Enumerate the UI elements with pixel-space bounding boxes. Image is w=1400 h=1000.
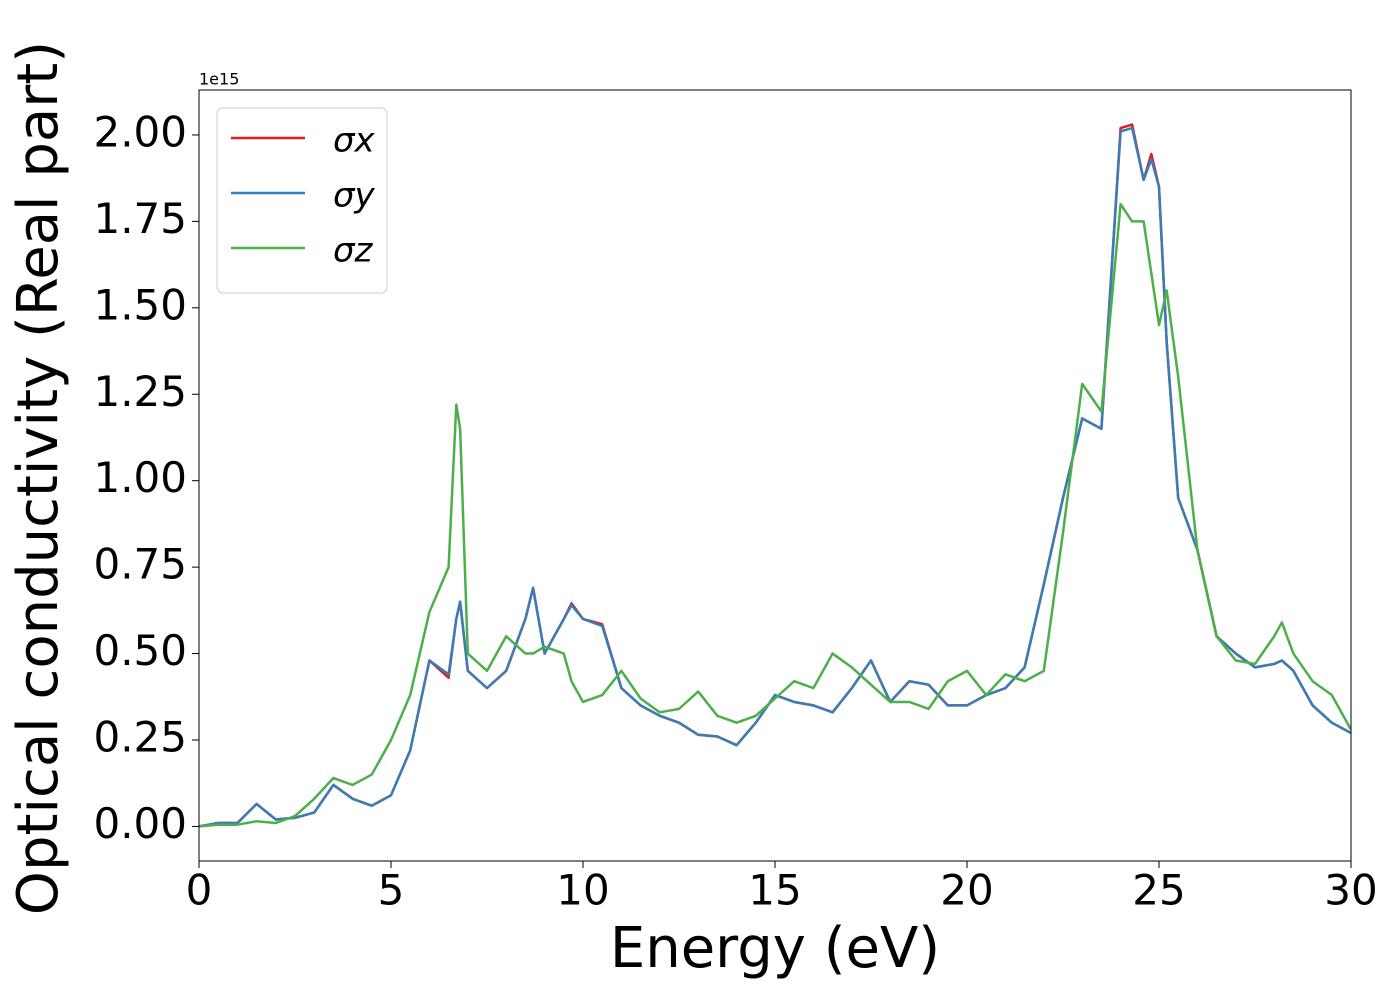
x-tick-label: 0 xyxy=(186,866,213,915)
x-tick-label: 10 xyxy=(556,866,609,915)
y-tick-label: 1.25 xyxy=(93,367,187,416)
series-line xyxy=(199,202,1351,828)
x-tick-label: 30 xyxy=(1324,866,1377,915)
x-tick-label: 15 xyxy=(748,866,801,915)
y-tick-label: 0.25 xyxy=(93,712,187,761)
y-axis-label: Optical conductivity (Real part) xyxy=(6,41,71,915)
x-tick-label: 20 xyxy=(940,866,993,915)
y-tick-label: 0.00 xyxy=(93,799,187,848)
legend-label: σx xyxy=(333,121,376,161)
x-axis-label: Energy (eV) xyxy=(610,916,940,981)
legend-label: σz xyxy=(333,231,374,271)
x-tick-label: 25 xyxy=(1132,866,1185,915)
y-tick-label: 2.00 xyxy=(93,107,187,156)
x-tick-label: 5 xyxy=(378,866,405,915)
legend-label: σy xyxy=(333,176,376,216)
y-tick-label: 1.75 xyxy=(93,194,187,243)
series-line xyxy=(199,126,1351,828)
y-tick-label: 1.00 xyxy=(93,453,187,502)
y-tick-label: 0.75 xyxy=(93,540,187,589)
plot-frame xyxy=(198,89,1352,862)
y-offset-label: 1e15 xyxy=(199,70,239,89)
y-tick-label: 0.50 xyxy=(93,626,187,675)
y-tick-label: 1.50 xyxy=(93,280,187,329)
